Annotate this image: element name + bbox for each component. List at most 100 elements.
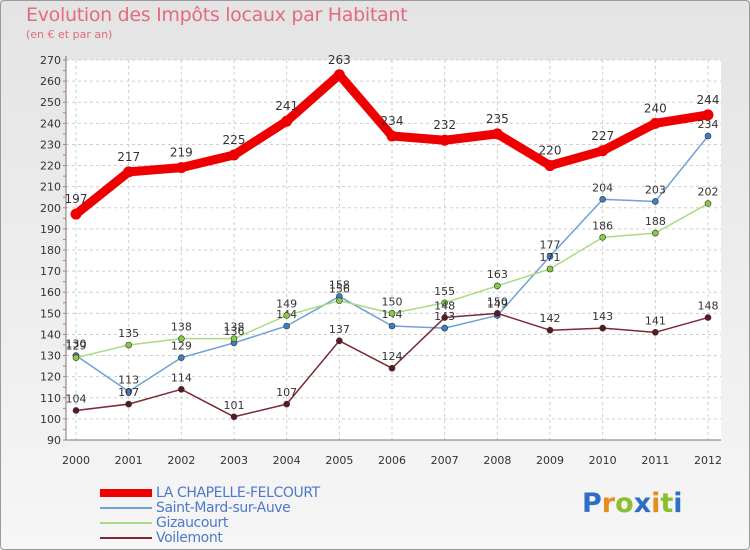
- data-label-2: 129: [66, 340, 87, 353]
- data-label-0: 197: [65, 192, 88, 206]
- data-label-0: 217: [117, 150, 140, 164]
- y-tick-label: 170: [40, 265, 61, 278]
- logo-letter: o: [615, 488, 634, 519]
- data-label-0: 235: [486, 112, 509, 126]
- logo-letter: i: [651, 488, 661, 519]
- data-label-1: 203: [645, 183, 666, 196]
- x-tick-label: 2007: [431, 454, 459, 467]
- y-tick-label: 240: [40, 117, 61, 130]
- legend-swatch: [100, 522, 152, 524]
- data-point-3: [388, 364, 396, 372]
- data-label-3: 148: [698, 300, 719, 313]
- data-label-2: 171: [540, 251, 561, 264]
- data-label-3: 137: [329, 323, 350, 336]
- legend-swatch: [100, 537, 152, 539]
- data-label-1: 129: [171, 340, 192, 353]
- data-label-0: 220: [539, 144, 562, 158]
- data-point-1: [388, 322, 396, 330]
- x-tick-label: 2003: [220, 454, 248, 467]
- x-tick-label: 2002: [167, 454, 195, 467]
- data-label-1: 158: [329, 278, 350, 291]
- x-tick-label: 2006: [378, 454, 406, 467]
- data-label-1: 177: [540, 238, 561, 251]
- data-point-1: [704, 132, 712, 140]
- chart-subtitle: (en € et par an): [26, 28, 113, 41]
- data-point-3: [441, 314, 448, 321]
- data-label-0: 240: [644, 101, 667, 115]
- data-point-3: [546, 326, 554, 334]
- data-label-2: 150: [382, 295, 403, 308]
- data-label-3: 114: [171, 371, 192, 384]
- data-label-0: 263: [328, 53, 351, 67]
- data-point-1: [178, 354, 185, 361]
- data-point-2: [652, 229, 659, 237]
- data-label-2: 186: [592, 219, 613, 232]
- data-point-0: [439, 134, 451, 146]
- x-tick-label: 2005: [325, 454, 353, 467]
- data-point-2: [178, 335, 185, 342]
- y-tick-label: 90: [47, 434, 61, 447]
- logo-letter: r: [601, 488, 616, 519]
- data-point-3: [178, 386, 185, 393]
- data-label-1: 204: [592, 181, 613, 194]
- y-tick-label: 200: [40, 202, 61, 215]
- data-point-0: [702, 109, 714, 121]
- x-tick-label: 2001: [115, 454, 143, 467]
- data-point-0: [649, 117, 661, 129]
- data-label-0: 227: [591, 129, 614, 143]
- data-point-3: [652, 329, 659, 336]
- legend-label: LA CHAPELLE-FELCOURT: [156, 485, 320, 501]
- y-tick-label: 150: [40, 307, 61, 320]
- y-tick-label: 180: [40, 244, 61, 257]
- data-point-2: [546, 265, 554, 273]
- data-point-0: [123, 166, 135, 178]
- data-label-2: 202: [698, 186, 719, 199]
- data-point-0: [333, 69, 345, 81]
- data-label-2: 156: [329, 283, 350, 296]
- data-point-3: [599, 324, 606, 332]
- data-point-2: [388, 310, 396, 317]
- data-label-0: 225: [223, 133, 246, 147]
- x-tick-label: 2004: [273, 454, 301, 467]
- legend-label: Gizaucourt: [156, 515, 228, 531]
- data-point-3: [336, 337, 343, 345]
- data-point-2: [72, 354, 80, 361]
- data-label-2: 155: [434, 285, 455, 298]
- data-label-2: 135: [118, 327, 139, 340]
- data-label-1: 234: [698, 118, 719, 131]
- data-label-1: 136: [224, 325, 245, 338]
- proxiti-logo: Proxiti: [582, 488, 683, 519]
- data-label-0: 219: [170, 146, 193, 160]
- data-point-3: [704, 314, 712, 321]
- legend-swatch: [100, 489, 152, 497]
- data-point-1: [599, 196, 606, 203]
- data-point-1: [441, 324, 448, 332]
- y-tick-label: 120: [40, 371, 61, 384]
- legend-item: Voilemont: [100, 530, 360, 546]
- data-point-0: [281, 115, 293, 127]
- chart-title: Evolution des Impôts locaux par Habitant: [26, 4, 408, 26]
- data-label-3: 142: [540, 312, 561, 325]
- data-label-3: 107: [276, 386, 297, 399]
- data-point-2: [441, 299, 448, 307]
- data-point-2: [230, 335, 238, 342]
- x-tick-label: 2012: [694, 454, 722, 467]
- data-point-1: [652, 198, 659, 205]
- x-tick-label: 2000: [62, 454, 90, 467]
- data-point-2: [704, 200, 712, 207]
- data-label-0: 232: [433, 118, 456, 132]
- data-label-3: 148: [434, 300, 455, 313]
- x-tick-label: 2011: [641, 454, 669, 467]
- logo-letter: i: [673, 488, 683, 519]
- data-label-3: 107: [118, 386, 139, 399]
- data-label-1: 113: [118, 373, 139, 386]
- data-label-1: 149: [487, 297, 508, 310]
- data-point-0: [175, 162, 187, 174]
- data-point-3: [494, 310, 501, 317]
- data-label-1: 130: [66, 338, 87, 351]
- data-point-0: [386, 130, 398, 142]
- data-point-0: [228, 149, 240, 161]
- data-point-0: [597, 145, 609, 157]
- legend-label: Voilemont: [156, 530, 223, 546]
- data-label-3: 124: [382, 350, 403, 363]
